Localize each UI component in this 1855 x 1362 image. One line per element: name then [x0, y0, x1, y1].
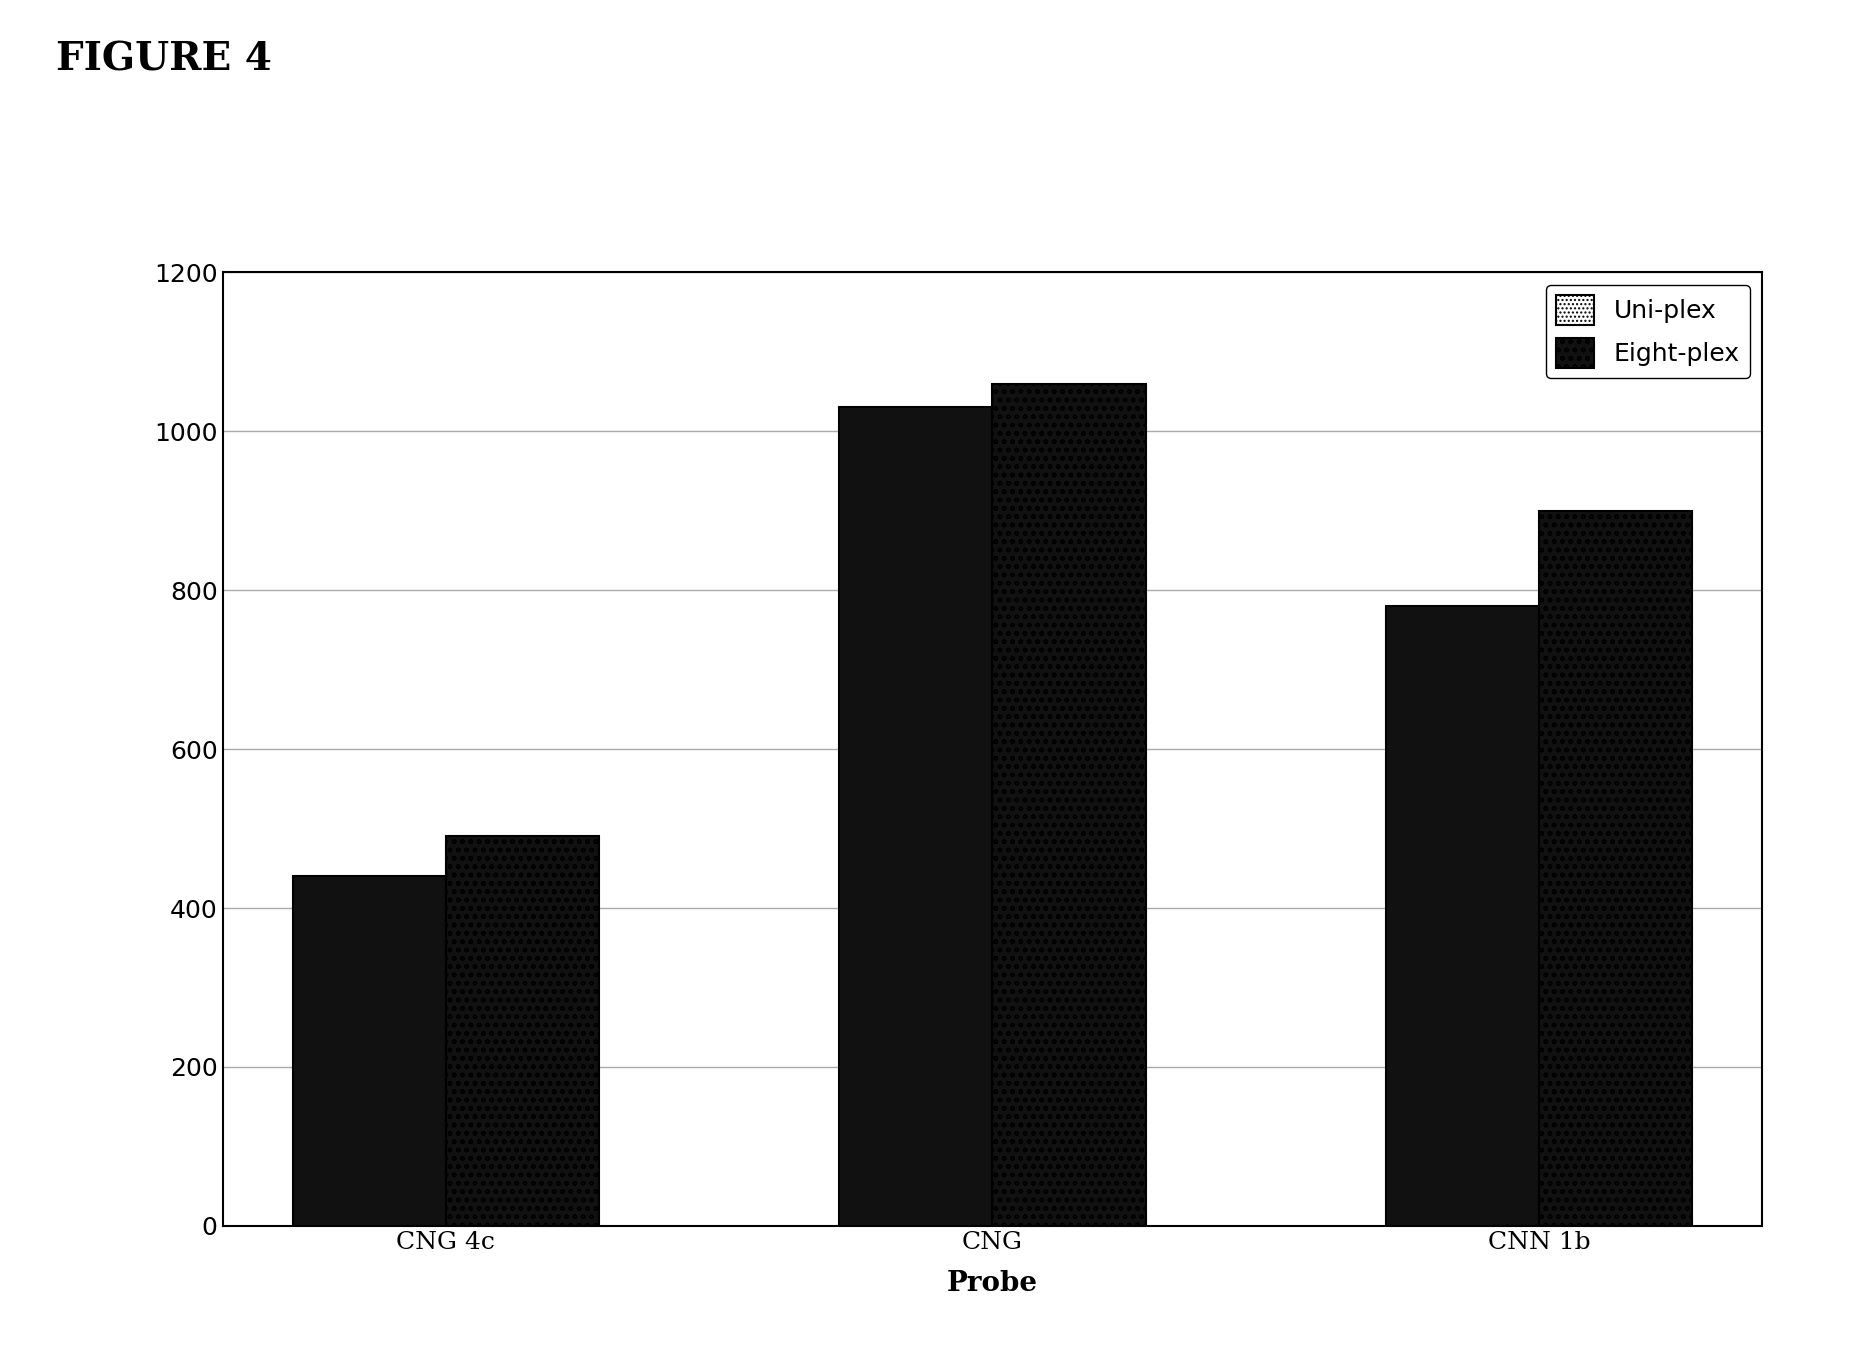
X-axis label: Probe: Probe [946, 1271, 1039, 1298]
Bar [1386, 606, 1540, 1226]
Bar [992, 384, 1146, 1226]
Bar [1540, 511, 1692, 1226]
Bar [293, 876, 445, 1226]
Bar [838, 407, 992, 1226]
Text: FIGURE 4: FIGURE 4 [56, 41, 271, 79]
Bar [445, 836, 599, 1226]
Legend: Uni-plex, Eight-plex: Uni-plex, Eight-plex [1547, 285, 1749, 379]
